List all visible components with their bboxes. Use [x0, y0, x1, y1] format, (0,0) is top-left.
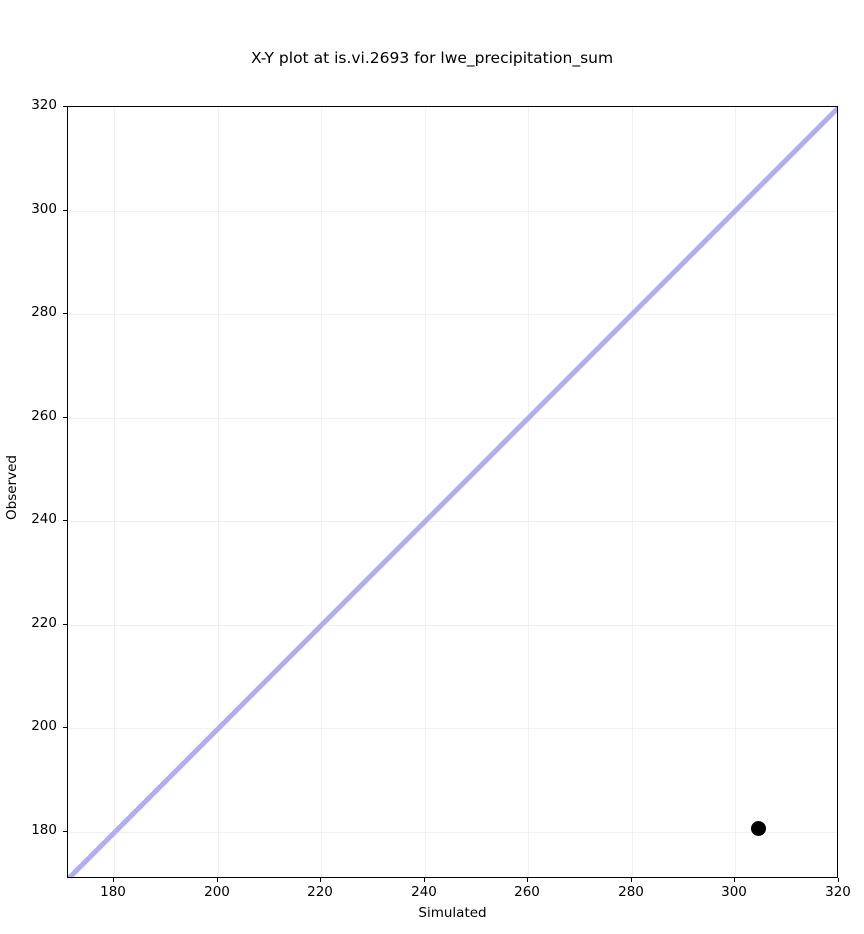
y-ticklabel-240: 240 [31, 511, 57, 527]
gridline-horizontal-180 [68, 832, 837, 833]
y-ticklabel-260: 260 [31, 408, 57, 424]
y-ticklabel-200: 200 [31, 718, 57, 734]
gridline-vertical-220 [321, 107, 322, 877]
x-ticklabel-260: 260 [514, 884, 540, 900]
y-tick-220 [63, 624, 67, 625]
x-ticklabel-300: 300 [721, 884, 747, 900]
gridline-horizontal-220 [68, 625, 837, 626]
plot-area [67, 106, 838, 878]
gridline-vertical-180 [114, 107, 115, 877]
x-tick-280 [631, 878, 632, 882]
y-tick-240 [63, 520, 67, 521]
y-tick-300 [63, 210, 67, 211]
x-ticklabel-320: 320 [825, 884, 851, 900]
x-tick-240 [424, 878, 425, 882]
x-ticklabel-240: 240 [411, 884, 437, 900]
y-ticklabel-320: 320 [31, 97, 57, 113]
gridline-vertical-240 [425, 107, 426, 877]
gridline-vertical-260 [528, 107, 529, 877]
gridline-vertical-200 [218, 107, 219, 877]
y-ticklabel-280: 280 [31, 304, 57, 320]
y-tick-200 [63, 727, 67, 728]
y-tick-280 [63, 313, 67, 314]
one-to-one-reference-line [68, 107, 837, 877]
x-ticklabel-220: 220 [307, 884, 333, 900]
gridline-horizontal-280 [68, 314, 837, 315]
y-ticklabel-220: 220 [31, 615, 57, 631]
y-axis-label: Observed [4, 455, 20, 520]
y-tick-260 [63, 417, 67, 418]
x-ticklabel-200: 200 [204, 884, 230, 900]
gridline-horizontal-260 [68, 418, 837, 419]
x-ticklabel-180: 180 [100, 884, 126, 900]
x-tick-300 [734, 878, 735, 882]
x-tick-200 [217, 878, 218, 882]
y-tick-180 [63, 831, 67, 832]
data-point [750, 820, 766, 836]
x-tick-220 [320, 878, 321, 882]
x-axis-label: Simulated [418, 905, 487, 921]
chart-title-line-1: X-Y plot at is.vi.2693 for lwe_precipita… [250, 49, 614, 67]
gridline-vertical-300 [735, 107, 736, 877]
gridline-horizontal-240 [68, 521, 837, 522]
x-tick-180 [113, 878, 114, 882]
x-tick-260 [527, 878, 528, 882]
y-ticklabel-180: 180 [31, 822, 57, 838]
x-ticklabel-280: 280 [618, 884, 644, 900]
gridline-horizontal-200 [68, 728, 837, 729]
gridline-horizontal-300 [68, 211, 837, 212]
y-tick-320 [63, 106, 67, 107]
x-tick-320 [838, 878, 839, 882]
y-ticklabel-300: 300 [31, 201, 57, 217]
gridline-vertical-280 [632, 107, 633, 877]
